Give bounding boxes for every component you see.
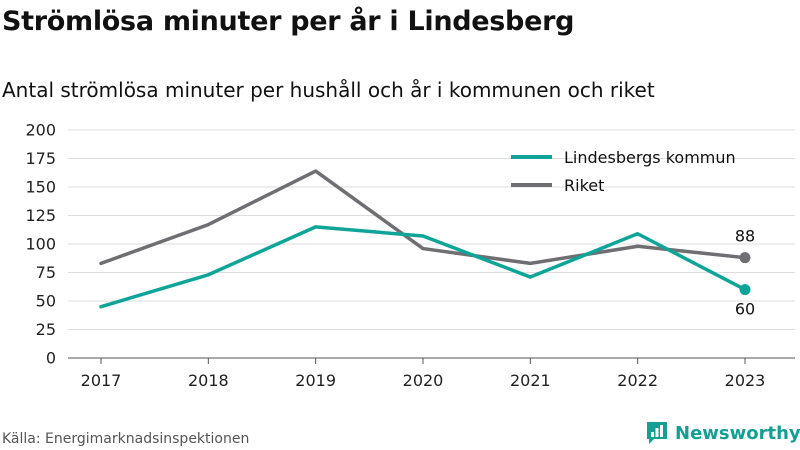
y-tick-label: 125 <box>25 206 56 225</box>
newsworthy-logo-icon <box>647 422 667 444</box>
x-tick-label: 2022 <box>617 371 658 390</box>
legend: Lindesbergs kommun Riket <box>511 148 736 195</box>
chart-title: Strömlösa minuter per år i Lindesberg <box>2 6 575 37</box>
x-tick-label: 2021 <box>510 371 551 390</box>
newsworthy-brand: Newsworthy <box>645 420 800 446</box>
legend-label-lindesberg: Lindesbergs kommun <box>564 148 736 167</box>
y-tick-label: 0 <box>46 349 56 368</box>
source-note: Källa: Energimarknadsinspektionen <box>2 431 250 447</box>
data-label-riket: 88 <box>735 227 755 246</box>
x-axis-ticks: 2017 2018 2019 2020 2021 2022 2023 <box>81 358 766 390</box>
y-tick-label: 50 <box>36 292 56 311</box>
end-point-lindesberg <box>739 284 751 296</box>
legend-label-riket: Riket <box>564 176 604 195</box>
y-tick-label: 200 <box>25 121 56 140</box>
y-tick-label: 25 <box>36 320 56 339</box>
series-line-riket <box>99 169 747 266</box>
y-tick-label: 150 <box>25 178 56 197</box>
chart-subtitle: Antal strömlösa minuter per hushåll och … <box>2 78 655 102</box>
y-tick-label: 100 <box>25 235 56 254</box>
data-label-lindesberg: 60 <box>735 300 755 319</box>
series-line-lindesberg <box>99 225 747 309</box>
y-tick-label: 75 <box>36 263 56 282</box>
x-tick-label: 2023 <box>725 371 766 390</box>
x-tick-label: 2020 <box>403 371 444 390</box>
gridlines <box>68 129 795 359</box>
y-tick-label: 175 <box>25 149 56 168</box>
brand-name: Newsworthy <box>675 422 800 444</box>
y-axis-ticks: 0 25 50 75 100 125 150 175 200 <box>25 121 56 368</box>
x-tick-label: 2017 <box>81 371 122 390</box>
end-point-riket <box>739 252 751 264</box>
series-lines: 88 60 <box>99 169 755 319</box>
x-tick-label: 2018 <box>188 371 229 390</box>
x-tick-label: 2019 <box>295 371 336 390</box>
